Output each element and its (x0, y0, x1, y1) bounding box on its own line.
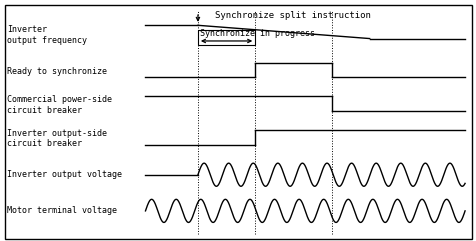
Text: Inverter output-side
circuit breaker: Inverter output-side circuit breaker (7, 129, 107, 148)
Bar (198, 30, 255, 45)
Text: Motor terminal voltage: Motor terminal voltage (7, 206, 117, 215)
Text: Synchronize in progress: Synchronize in progress (200, 29, 315, 38)
Text: Inverter
output frequency: Inverter output frequency (7, 25, 87, 45)
Text: Inverter output voltage: Inverter output voltage (7, 170, 122, 179)
Text: Ready to synchronize: Ready to synchronize (7, 67, 107, 76)
Text: Synchronize split instruction: Synchronize split instruction (214, 11, 370, 20)
Text: Commercial power-side
circuit breaker: Commercial power-side circuit breaker (7, 95, 112, 114)
